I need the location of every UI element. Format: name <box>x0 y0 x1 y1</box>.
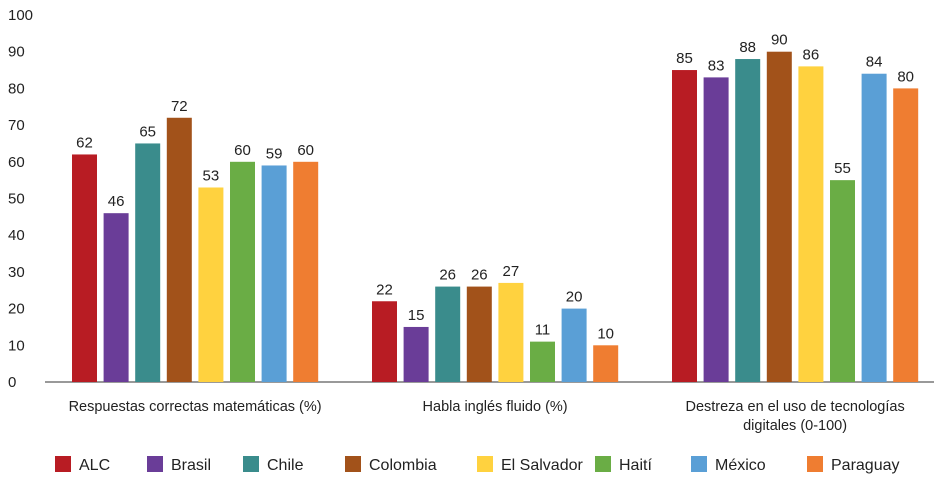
y-tick-label: 40 <box>8 227 25 244</box>
data-label: 53 <box>203 167 220 184</box>
bar <box>103 213 129 382</box>
legend-swatch <box>147 456 163 472</box>
data-label: 65 <box>139 123 156 140</box>
legend-swatch <box>345 456 361 472</box>
legend-label: Paraguay <box>831 457 900 474</box>
legend-label: Chile <box>267 457 304 474</box>
data-label: 15 <box>408 307 425 324</box>
data-label: 88 <box>739 39 756 56</box>
bar <box>530 341 555 382</box>
y-tick-label: 50 <box>8 191 25 208</box>
bar <box>230 161 255 382</box>
bar <box>72 154 97 382</box>
y-tick-label: 80 <box>8 80 25 97</box>
data-label: 59 <box>266 145 283 162</box>
bar <box>261 165 287 382</box>
data-label: 60 <box>234 142 251 159</box>
y-tick-label: 70 <box>8 117 25 134</box>
bar <box>466 286 492 382</box>
bars-layer: 62 46 65 72 53 60 59 60 22 15 26 26 27 11 20 10 85 83 88 90… <box>72 32 919 383</box>
bar <box>893 88 919 383</box>
y-axis: 0 10 20 30 40 50 60 70 80 90 100 <box>8 7 33 391</box>
y-tick-label: 30 <box>8 264 25 281</box>
legend-label: El Salvador <box>501 457 583 474</box>
bar <box>593 345 619 382</box>
data-label: 90 <box>771 32 788 49</box>
data-label: 22 <box>376 281 393 298</box>
legend-label: ALC <box>79 457 110 474</box>
data-label: 80 <box>897 68 914 85</box>
data-label: 84 <box>866 54 883 71</box>
y-tick-label: 60 <box>8 154 25 171</box>
bar <box>293 161 319 382</box>
x-axis: Respuestas correctas matemáticas (%) Habl… <box>45 381 934 434</box>
legend-swatch <box>477 456 493 472</box>
legend-swatch <box>691 456 707 472</box>
data-label: 55 <box>834 160 851 177</box>
y-tick-label: 100 <box>8 7 33 24</box>
bar <box>798 66 824 382</box>
bar <box>672 70 697 383</box>
bar <box>766 51 792 382</box>
data-label: 62 <box>76 134 93 151</box>
y-tick-label: 10 <box>8 337 25 354</box>
x-category-label: digitales (0-100) <box>743 418 847 434</box>
legend-label: Colombia <box>369 457 437 474</box>
data-label: 20 <box>566 289 583 306</box>
bar <box>166 117 192 382</box>
data-label: 85 <box>676 50 693 67</box>
data-label: 27 <box>503 263 520 280</box>
y-tick-label: 90 <box>8 44 25 61</box>
data-label: 86 <box>803 46 820 63</box>
legend-label: México <box>715 457 766 474</box>
y-tick-label: 20 <box>8 301 25 318</box>
y-tick-label: 0 <box>8 374 16 391</box>
data-label: 10 <box>597 325 614 342</box>
bar <box>372 301 397 382</box>
data-label: 83 <box>708 57 725 74</box>
bar <box>735 59 761 382</box>
x-category-label: Respuestas correctas matemáticas (%) <box>69 399 322 415</box>
legend: ALC Brasil Chile Colombia El Salvador Haití Mé… <box>55 456 900 474</box>
data-label: 46 <box>108 193 125 210</box>
legend-label: Brasil <box>171 457 211 474</box>
bar <box>135 143 161 382</box>
data-label: 26 <box>439 267 456 284</box>
bar <box>403 326 429 382</box>
x-category-label: Habla inglés fluido (%) <box>423 399 568 415</box>
bar <box>198 187 224 382</box>
data-label: 26 <box>471 267 488 284</box>
x-category-label: Destreza en el uso de tecnologías <box>685 399 904 415</box>
data-label: 60 <box>297 142 314 159</box>
legend-swatch <box>807 456 823 472</box>
bar <box>498 282 524 382</box>
data-label: 72 <box>171 98 188 115</box>
legend-swatch <box>595 456 611 472</box>
bar <box>703 77 729 382</box>
bar <box>435 286 461 382</box>
bar <box>861 73 887 382</box>
legend-swatch <box>55 456 71 472</box>
bar <box>830 180 855 382</box>
legend-label: Haití <box>619 457 652 474</box>
bar <box>561 308 587 382</box>
legend-swatch <box>243 456 259 472</box>
data-label: 11 <box>535 322 551 339</box>
